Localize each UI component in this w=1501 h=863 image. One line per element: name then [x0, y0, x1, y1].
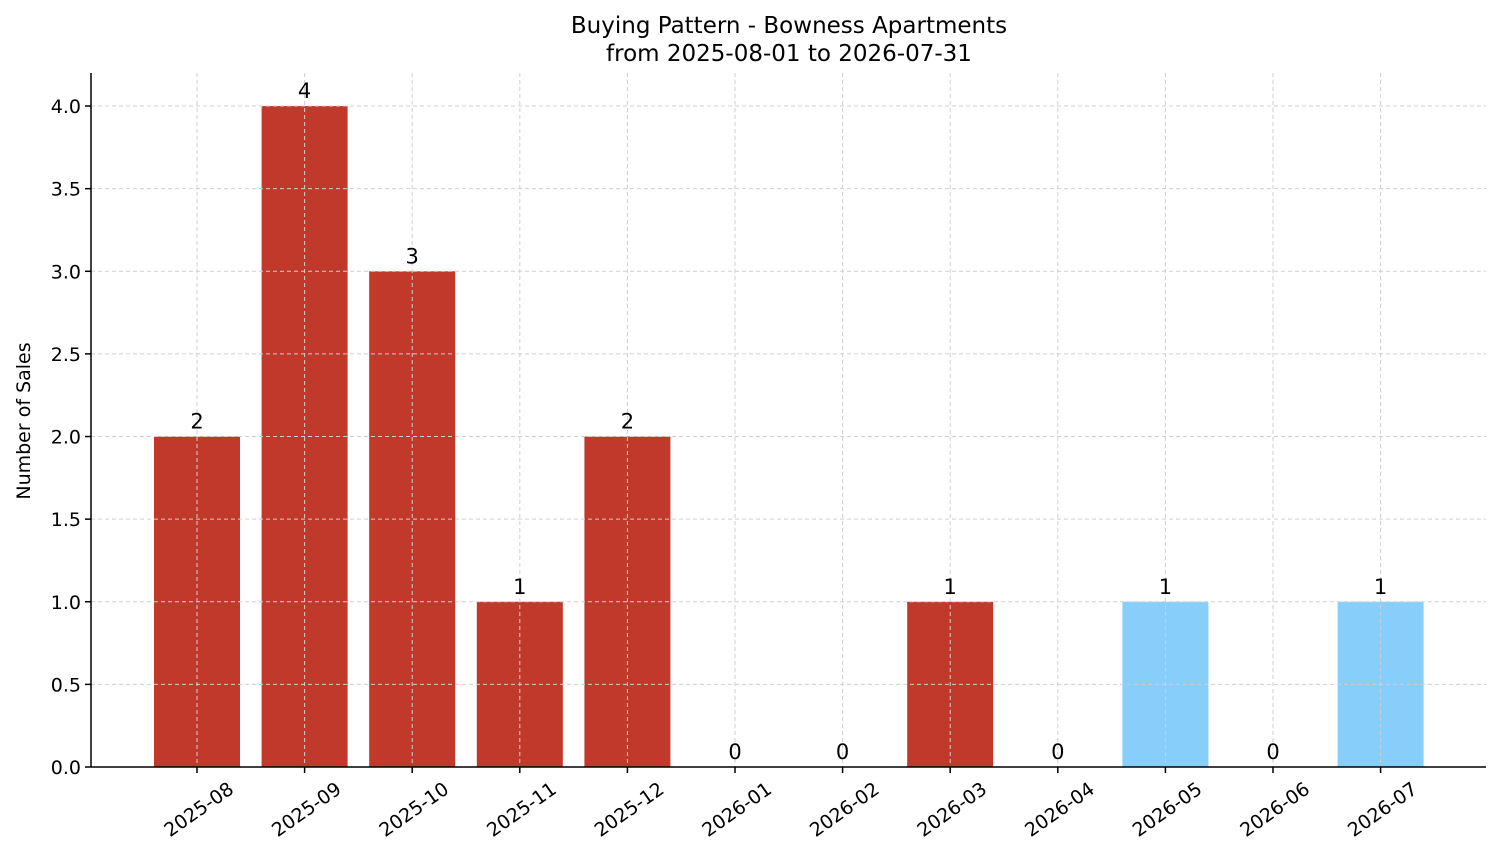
bar-value-label: 3	[406, 244, 419, 268]
x-ticks: 2025-08 2025-09 2025-10 2025-11 2025-12 2026-…	[160, 767, 1421, 842]
x-tick-label: 2025-08	[160, 778, 238, 842]
y-tick-label: 3.5	[51, 179, 81, 201]
y-tick-label: 2.5	[51, 344, 81, 366]
y-tick-label: 0.5	[51, 674, 81, 696]
x-tick-label: 2026-07	[1344, 778, 1422, 842]
y-tick-label: 2.0	[51, 427, 81, 449]
bar-value-label: 1	[1159, 575, 1172, 599]
y-tick-label: 4.0	[51, 96, 81, 118]
bar-value-label: 0	[1266, 740, 1279, 764]
x-tick-label: 2025-09	[268, 778, 346, 842]
bar-value-label: 0	[728, 740, 741, 764]
bar-value-label: 1	[513, 575, 526, 599]
x-tick-label: 2026-04	[1021, 778, 1099, 842]
bar-value-label: 2	[190, 410, 203, 434]
x-tick-label: 2025-12	[591, 778, 669, 842]
bar-value-label: 2	[621, 410, 634, 434]
bar-value-label: 1	[1374, 575, 1387, 599]
x-tick-label: 2026-05	[1129, 778, 1207, 842]
bar-value-label: 0	[1051, 740, 1064, 764]
y-ticks: 0.0 0.5 1.0 1.5 2.0 2.5 3.0 3.5 4.0	[51, 96, 91, 779]
x-tick-label: 2025-11	[483, 778, 561, 842]
y-tick-label: 1.5	[51, 509, 81, 531]
x-tick-label: 2026-06	[1236, 778, 1314, 842]
x-tick-label: 2025-10	[375, 778, 453, 842]
y-tick-label: 0.0	[51, 757, 81, 779]
y-tick-label: 3.0	[51, 261, 81, 283]
x-tick-label: 2026-03	[913, 778, 991, 842]
y-axis-label: Number of Sales	[13, 342, 35, 499]
bar-value-label: 0	[836, 740, 849, 764]
bar-value-label: 1	[944, 575, 957, 599]
data-labels: 2 4 3 1 2 0 0 1 0 1 0 1	[190, 79, 1387, 764]
y-tick-label: 1.0	[51, 592, 81, 614]
x-tick-label: 2026-01	[698, 778, 776, 842]
chart-title-line1: Buying Pattern - Bowness Apartments	[571, 13, 1007, 39]
chart-title-line2: from 2025-08-01 to 2026-07-31	[606, 41, 972, 67]
bar-value-label: 4	[298, 79, 311, 103]
x-tick-label: 2026-02	[806, 778, 884, 842]
